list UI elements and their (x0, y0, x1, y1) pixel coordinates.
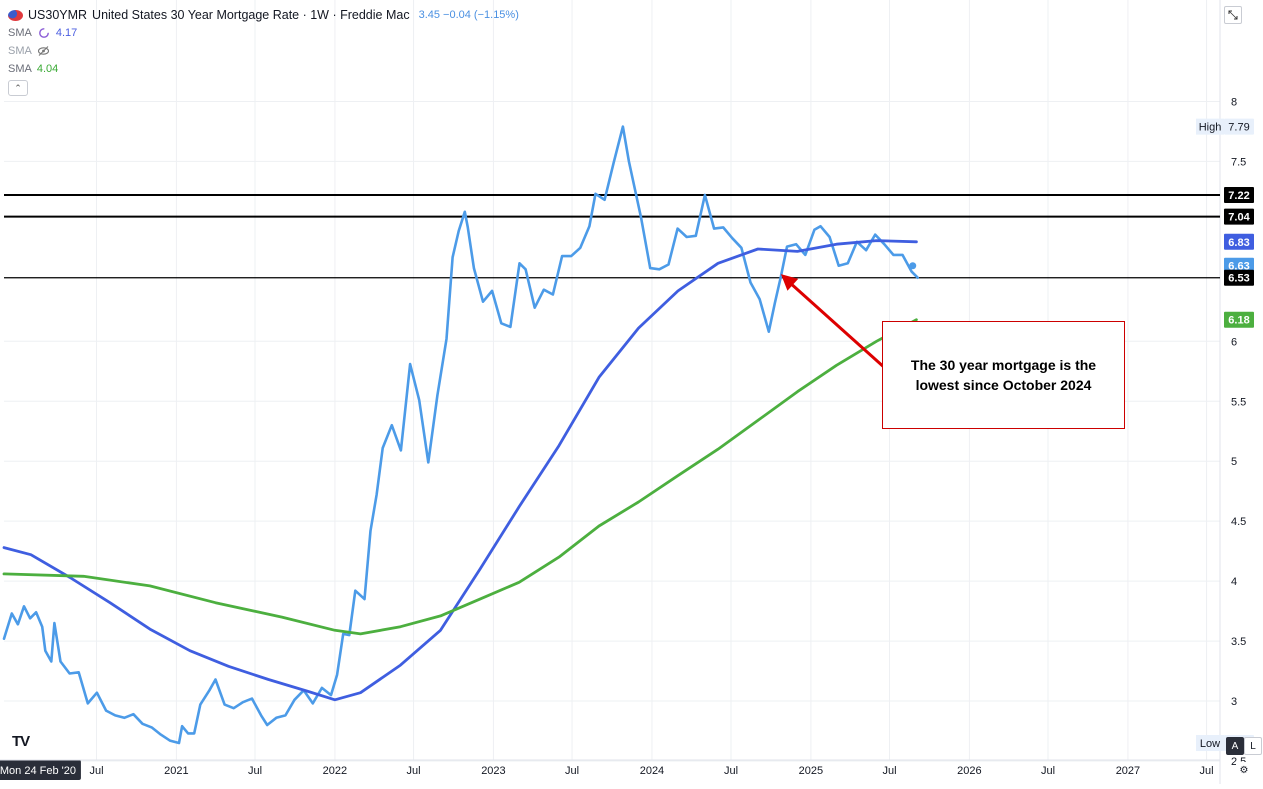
last-change-values: 3.45 −0.04 (−1.15%) (418, 9, 519, 21)
price-axis-label: 7.79 (1228, 122, 1249, 134)
x-tick-label: 2023 (481, 765, 505, 777)
price-axis-label-bg (1224, 233, 1254, 250)
sma-row-2[interactable]: SMA (8, 42, 519, 60)
sma-label: SMA (8, 45, 32, 57)
y-tick-label: 4.5 (1231, 516, 1246, 528)
price-axis-label-bg (1224, 118, 1254, 135)
sma-value: 4.04 (36, 63, 59, 75)
sma-label: SMA (8, 27, 32, 39)
series-description: United States 30 Year Mortgage Rate · 1W… (92, 8, 410, 22)
chevron-up-icon[interactable]: ⌃ (8, 80, 28, 96)
x-tick-label: Jul (248, 765, 262, 777)
x-tick-label: Jul (565, 765, 579, 777)
y-tick-label: 3.5 (1231, 636, 1246, 648)
last-price-marker (909, 262, 917, 270)
log-scale-button[interactable]: L (1244, 737, 1262, 755)
stat-label-bg (1196, 735, 1224, 752)
price-axis-label-bg (1224, 269, 1254, 286)
sma-row-3[interactable]: SMA 4.04 (8, 60, 519, 78)
fullscreen-icon[interactable] (1224, 6, 1242, 24)
gear-icon[interactable]: ⚙ (1236, 762, 1252, 778)
y-tick-label: 4 (1231, 576, 1237, 588)
x-tick-label: Jul (882, 765, 896, 777)
auto-scale-button[interactable]: A (1226, 737, 1244, 755)
x-tick-label: Jul (724, 765, 738, 777)
price-axis-label: 7.22 (1228, 190, 1249, 202)
y-tick-label: 6 (1231, 336, 1237, 348)
eye-hidden-icon[interactable] (37, 44, 51, 58)
stat-label-text: Low (1200, 738, 1220, 750)
y-tick-label: 5.5 (1231, 396, 1246, 408)
x-cursor-label-bg (0, 760, 81, 780)
annotation-box: The 30 year mortgage is the lowest since… (882, 321, 1125, 429)
sma-value: 4.17 (55, 27, 78, 39)
stat-label-text: High (1199, 122, 1222, 134)
x-tick-label: Jul (1200, 765, 1214, 777)
refresh-icon[interactable] (37, 26, 51, 40)
x-tick-label: 2021 (164, 765, 188, 777)
us-flag-icon (8, 9, 23, 21)
price-axis-label: 6.83 (1228, 237, 1249, 249)
x-tick-label: 2025 (799, 765, 823, 777)
y-tick-label: 8 (1231, 96, 1237, 108)
sma-series-line (2, 318, 918, 636)
tradingview-logo-icon: TV (12, 733, 30, 750)
x-tick-label: Jul (89, 765, 103, 777)
annotation-text: The 30 year mortgage is the lowest since… (910, 357, 1097, 393)
stat-label-bg (1196, 118, 1224, 135)
price-axis-label-bg (1224, 311, 1254, 328)
x-tick-label: 2027 (1116, 765, 1140, 777)
x-tick-label: Mon 24 Feb '20 (0, 765, 76, 777)
x-tick-label: 2022 (323, 765, 347, 777)
legend-title-row[interactable]: US30YMR United States 30 Year Mortgage R… (8, 6, 519, 24)
price-axis-label: 6.18 (1228, 315, 1249, 327)
price-axis-label: 7.04 (1228, 212, 1250, 224)
chart-legend: US30YMR United States 30 Year Mortgage R… (8, 6, 519, 96)
annotation-arrowhead (780, 274, 799, 291)
price-axis-label: 6.53 (1228, 273, 1249, 285)
price-series-line (2, 125, 919, 745)
sma-row-1[interactable]: SMA 4.17 (8, 24, 519, 42)
x-tick-label: 2026 (957, 765, 981, 777)
symbol-label[interactable]: US30YMR (28, 8, 88, 22)
x-tick-label: Jul (407, 765, 421, 777)
sma-series-line (2, 239, 918, 702)
y-tick-label: 5 (1231, 456, 1237, 468)
price-axis-label-bg (1224, 208, 1254, 225)
y-tick-label: 3 (1231, 696, 1237, 708)
price-axis-label-bg (1224, 186, 1254, 203)
annotation-arrow-line (785, 279, 889, 372)
y-tick-label: 7.5 (1231, 156, 1246, 168)
sma-label: SMA (8, 63, 32, 75)
x-tick-label: Jul (1041, 765, 1055, 777)
x-tick-label: 2024 (640, 765, 664, 777)
